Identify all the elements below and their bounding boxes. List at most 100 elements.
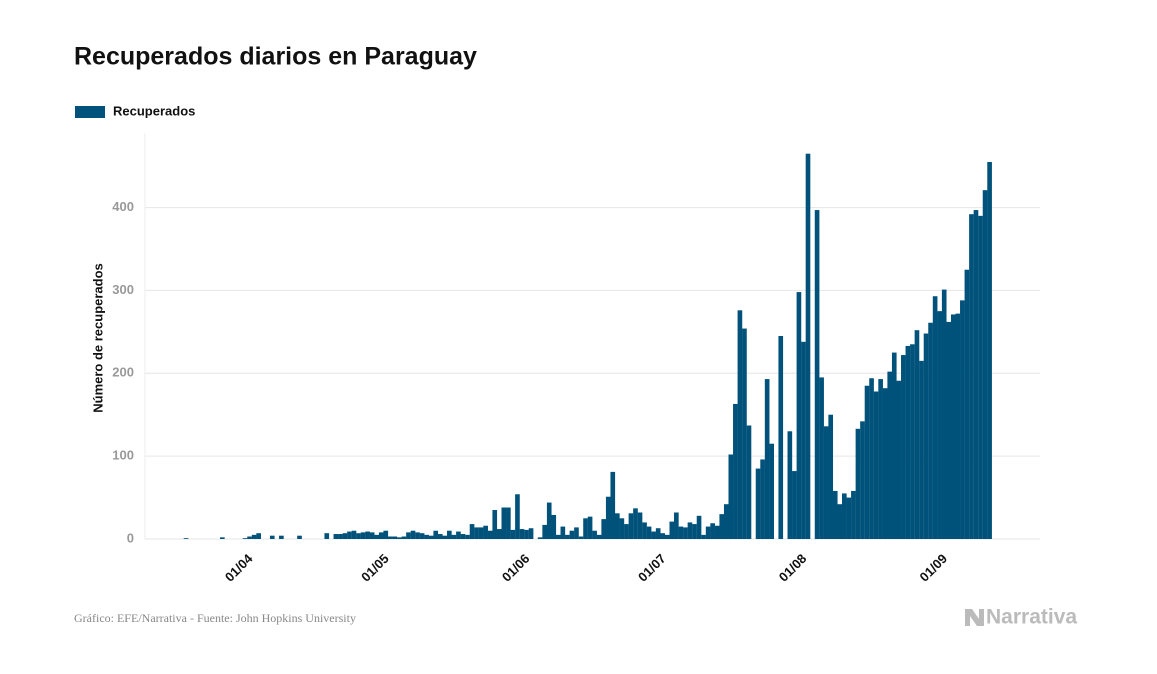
bar bbox=[397, 537, 402, 539]
x-tick-label: 01/04 bbox=[222, 550, 256, 584]
bar bbox=[937, 311, 942, 539]
bar bbox=[873, 391, 879, 539]
bar bbox=[805, 153, 811, 539]
bar bbox=[832, 490, 838, 539]
bar bbox=[560, 526, 566, 539]
x-tick-label: 01/08 bbox=[776, 551, 810, 585]
x-tick-label: 01/06 bbox=[499, 551, 533, 585]
bar bbox=[860, 421, 865, 539]
bar bbox=[251, 534, 257, 539]
bar bbox=[256, 533, 261, 539]
bar bbox=[674, 512, 679, 539]
bar bbox=[955, 313, 961, 539]
bar bbox=[269, 535, 275, 539]
bar bbox=[642, 522, 647, 539]
bar bbox=[914, 330, 920, 539]
bar bbox=[828, 414, 834, 539]
bar bbox=[801, 341, 806, 539]
bar bbox=[487, 530, 493, 539]
bar bbox=[447, 530, 452, 539]
bar bbox=[742, 328, 747, 539]
bar bbox=[506, 507, 511, 539]
bar bbox=[406, 532, 411, 539]
bar bbox=[342, 533, 348, 539]
bar bbox=[519, 529, 525, 539]
bar bbox=[932, 296, 938, 539]
bar bbox=[678, 526, 684, 539]
bar bbox=[851, 490, 856, 539]
bar bbox=[755, 468, 761, 539]
bar bbox=[796, 292, 802, 539]
bar bbox=[633, 508, 638, 539]
bar bbox=[764, 379, 770, 539]
bar bbox=[901, 355, 906, 539]
bar bbox=[864, 385, 870, 539]
bar bbox=[619, 518, 625, 539]
bar bbox=[637, 512, 643, 539]
bar bbox=[905, 345, 911, 539]
bar bbox=[528, 528, 534, 539]
bar bbox=[683, 527, 688, 539]
bar bbox=[469, 524, 475, 539]
bar bbox=[969, 214, 974, 539]
bar bbox=[701, 534, 706, 539]
bar bbox=[714, 525, 720, 539]
x-tick-label: 01/05 bbox=[358, 551, 392, 585]
bar bbox=[960, 300, 965, 539]
bar bbox=[723, 504, 729, 539]
bar bbox=[424, 534, 429, 539]
bar bbox=[987, 162, 992, 539]
bar bbox=[574, 527, 579, 539]
bar bbox=[596, 534, 602, 539]
y-tick-label: 0 bbox=[127, 530, 134, 545]
bar bbox=[415, 532, 420, 539]
bar bbox=[692, 524, 697, 539]
bar bbox=[465, 534, 470, 539]
bar bbox=[919, 360, 924, 539]
bar bbox=[433, 530, 439, 539]
bar bbox=[378, 532, 384, 539]
bar bbox=[483, 525, 488, 539]
bar bbox=[728, 454, 734, 539]
bar bbox=[279, 535, 284, 539]
bar bbox=[247, 536, 252, 539]
y-tick-label: 200 bbox=[112, 365, 134, 380]
bar bbox=[324, 533, 330, 539]
bar bbox=[760, 459, 765, 539]
bar bbox=[347, 531, 352, 539]
bar bbox=[982, 190, 988, 539]
bar bbox=[456, 531, 461, 539]
bar bbox=[555, 534, 561, 539]
x-tick-label: 01/07 bbox=[635, 551, 669, 585]
bar bbox=[437, 534, 443, 539]
bar bbox=[442, 535, 448, 539]
bar bbox=[578, 536, 584, 539]
bar bbox=[819, 377, 824, 539]
bar bbox=[460, 534, 466, 539]
bar bbox=[360, 532, 366, 539]
bar bbox=[220, 537, 225, 539]
bar bbox=[846, 497, 852, 539]
y-tick-label: 100 bbox=[112, 448, 134, 463]
legend-label: Recuperados bbox=[113, 103, 195, 118]
bar bbox=[374, 534, 380, 539]
bar bbox=[946, 321, 952, 539]
bar bbox=[660, 533, 666, 539]
bar bbox=[887, 371, 893, 539]
bar bbox=[910, 344, 915, 539]
bar bbox=[565, 534, 570, 539]
bar bbox=[501, 507, 507, 539]
bar bbox=[928, 322, 933, 539]
bar bbox=[351, 530, 357, 539]
bar bbox=[737, 310, 743, 539]
bar bbox=[183, 538, 189, 539]
bar bbox=[537, 537, 543, 539]
bar bbox=[478, 527, 484, 539]
bar bbox=[383, 530, 389, 539]
bar bbox=[973, 210, 979, 540]
bar bbox=[842, 493, 847, 539]
bar bbox=[451, 534, 457, 539]
x-tick-label: 01/09 bbox=[917, 551, 951, 585]
bar bbox=[401, 536, 407, 539]
